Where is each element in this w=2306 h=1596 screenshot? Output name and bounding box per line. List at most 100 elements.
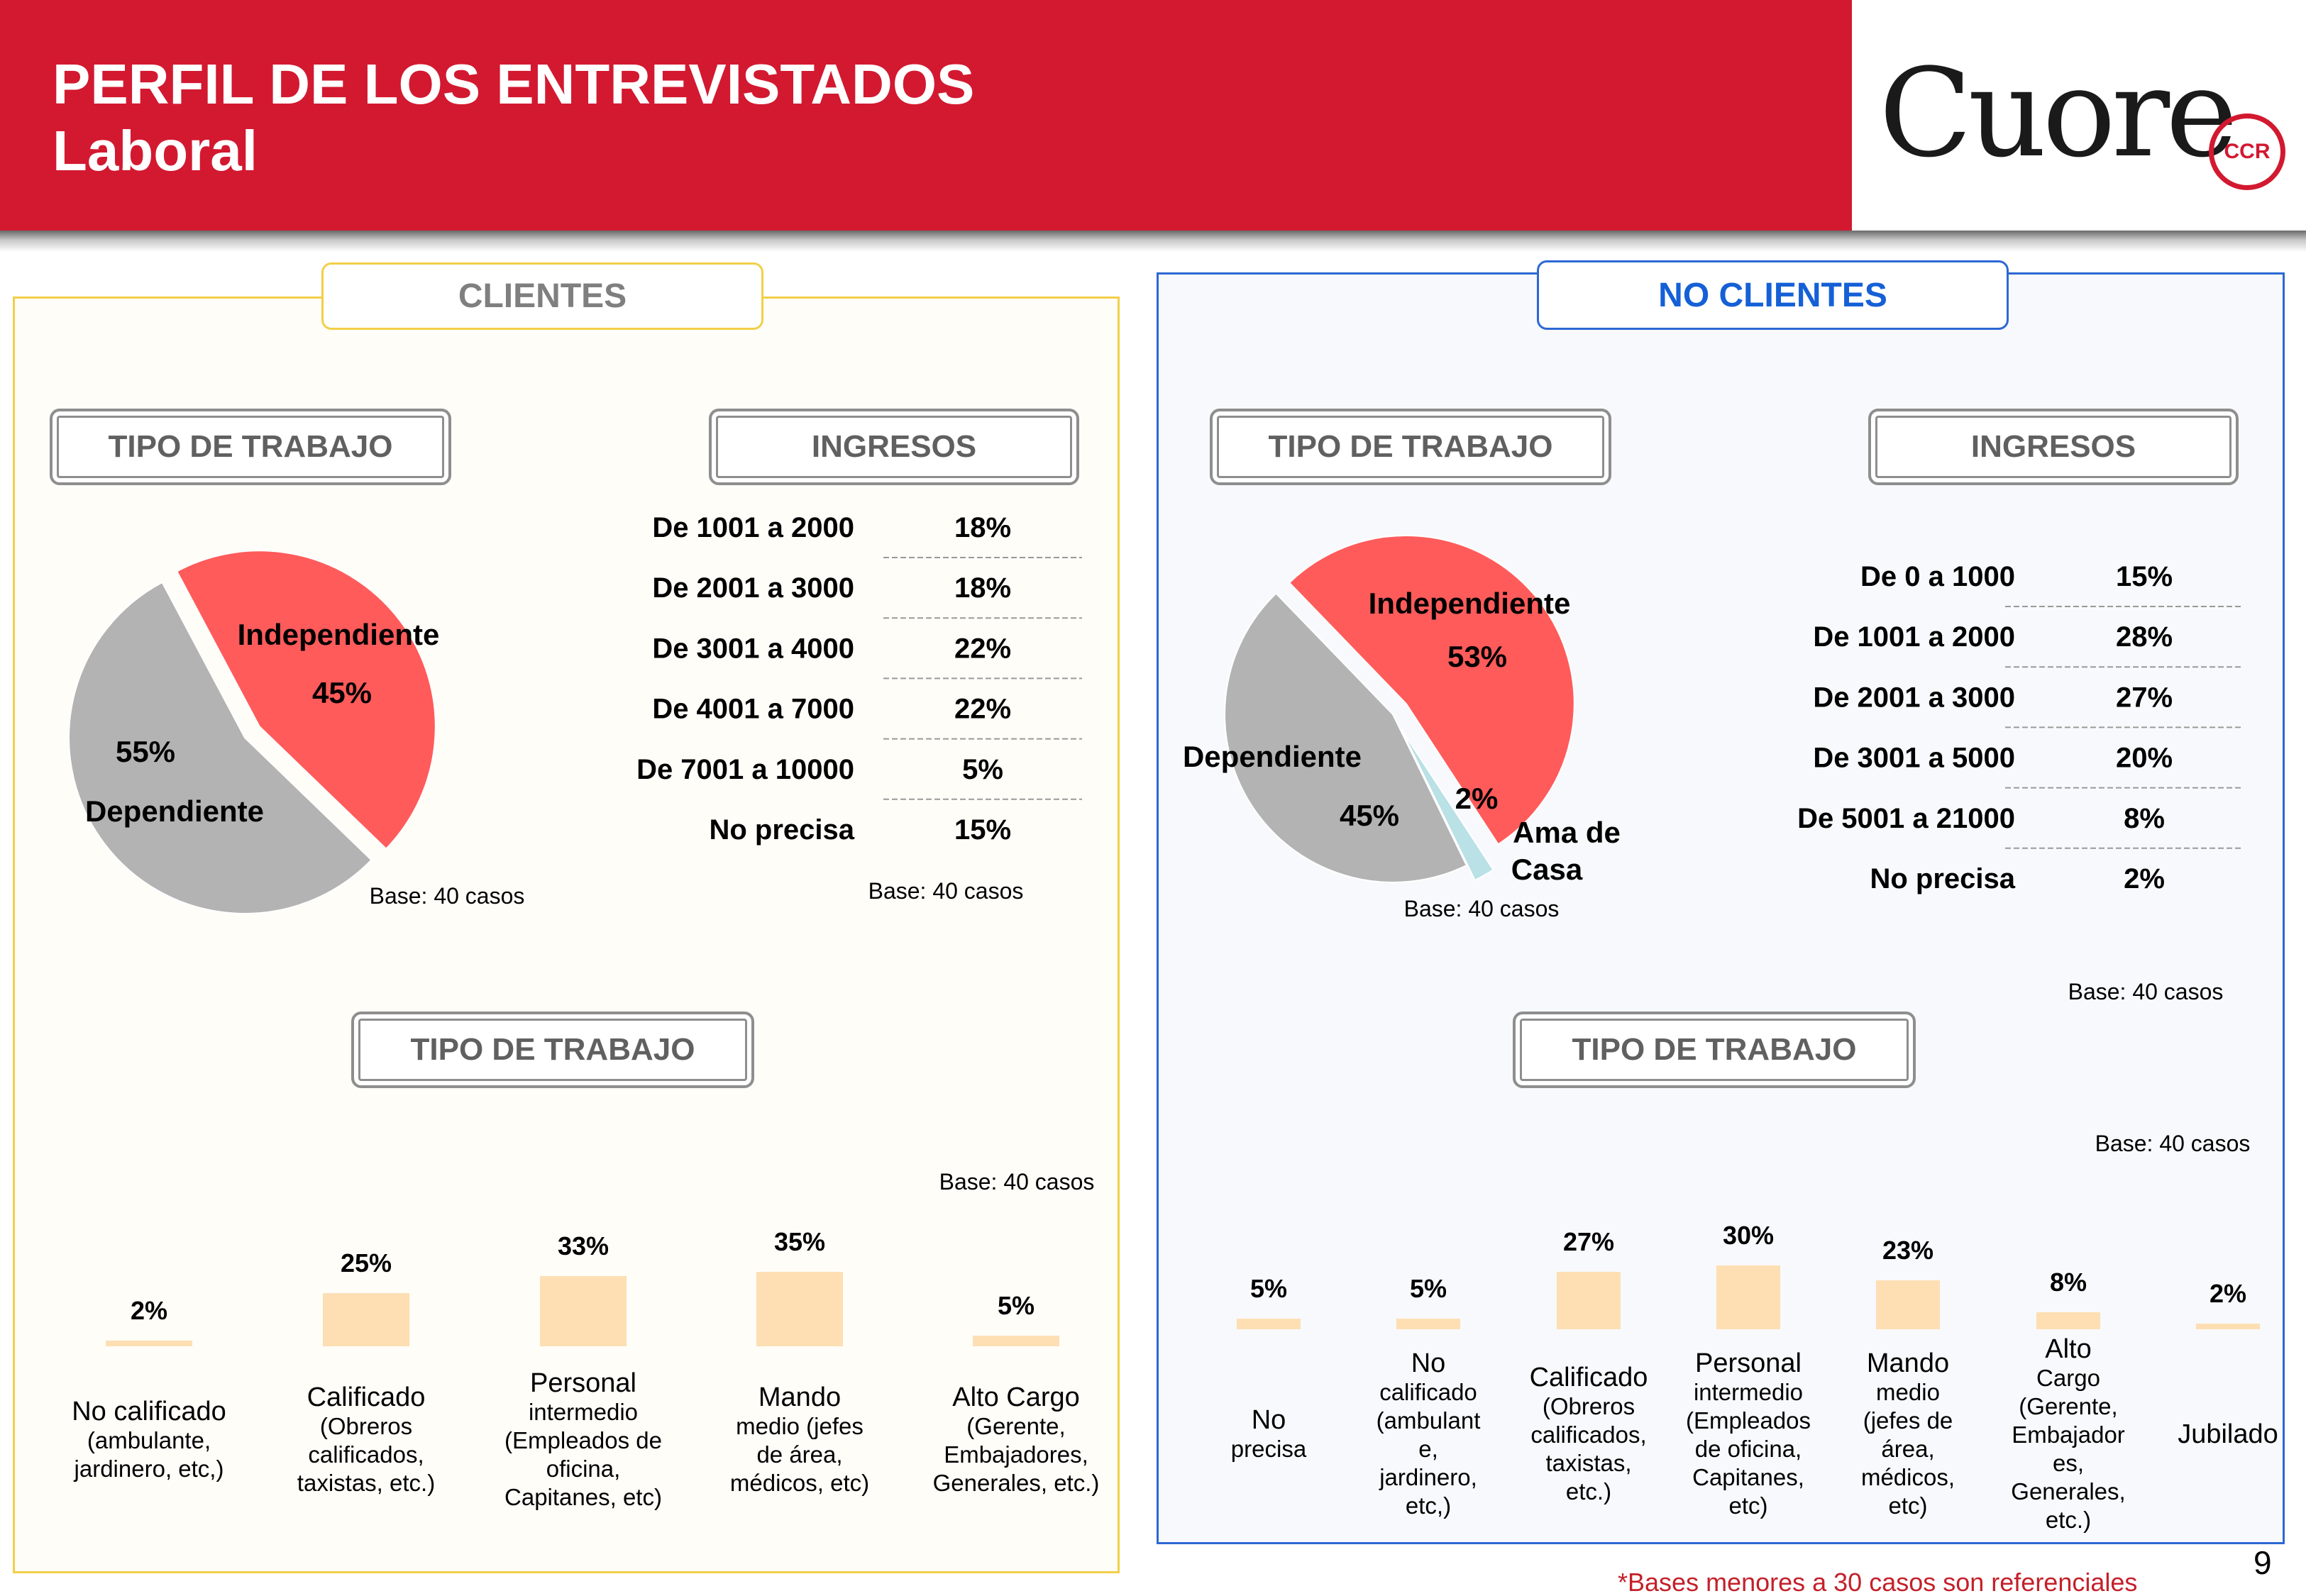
pie-label-ama-de-casa-line2: Casa xyxy=(1511,853,1583,886)
bar-category-label: Personal xyxy=(1695,1348,1802,1378)
pie-value-independiente-nc: 53% xyxy=(1447,640,1507,673)
bar-category-label: etc) xyxy=(1728,1492,1767,1519)
bar-3 xyxy=(1557,1272,1621,1329)
ingresos-row-value: 18% xyxy=(954,572,1011,604)
bar-value-label: 35% xyxy=(774,1227,825,1256)
bar-category-label: Generales, etc.) xyxy=(933,1470,1100,1496)
pie-label-dependiente: Dependiente xyxy=(85,794,264,828)
bar-category-label: taxistas, xyxy=(1545,1450,1631,1476)
ingresos-row-range: De 2001 a 3000 xyxy=(652,572,854,604)
bar-3 xyxy=(540,1276,627,1346)
bar-category-label: es, xyxy=(2053,1450,2084,1476)
bar-category-label: jardinero, xyxy=(1379,1464,1477,1490)
ingresos-row-value: 15% xyxy=(2116,561,2173,592)
pie-label-independiente-nc: Independiente xyxy=(1369,587,1571,620)
tab-no-clientes: NO CLIENTES xyxy=(1537,260,2009,330)
pie-value-ama-de-casa: 2% xyxy=(1455,782,1499,815)
bar-category-label: Mando xyxy=(758,1382,841,1412)
ingresos-row-range: De 2001 a 3000 xyxy=(1813,682,2015,713)
page-title-line1: PERFIL DE LOS ENTREVISTADOS xyxy=(53,52,975,116)
bar-1 xyxy=(106,1341,192,1346)
pie-base-no-clientes: Base: 40 casos xyxy=(1404,896,1560,921)
pie-value-dependiente: 55% xyxy=(116,735,175,768)
pie-label-dependiente-nc: Dependiente xyxy=(1183,740,1362,773)
ingresos-row-range: De 5001 a 21000 xyxy=(1797,803,2015,834)
bar-value-label: 23% xyxy=(1882,1236,1933,1265)
ingresos-row-range: De 0 a 1000 xyxy=(1860,561,2015,592)
bar-value-label: 30% xyxy=(1723,1221,1774,1250)
bar-category-label: (Gerente, xyxy=(966,1413,1065,1439)
bar-category-label: (Obreros xyxy=(1543,1393,1635,1419)
bar-category-label: (Obreros xyxy=(320,1413,412,1439)
bar-category-label: Generales, xyxy=(2011,1478,2125,1504)
bar-category-label: jardinero, etc,) xyxy=(74,1456,224,1482)
ingresos-row-value: 22% xyxy=(954,694,1011,725)
bar-category-label: Embajador xyxy=(2012,1422,2125,1448)
ingresos-row-range: De 7001 a 10000 xyxy=(636,754,854,785)
bar-value-label: 33% xyxy=(558,1231,609,1260)
no-clientes-ingresos-label: INGRESOS xyxy=(1868,409,2239,485)
bar-category-label: Capitanes, xyxy=(1692,1464,1804,1490)
logo-seal-icon: CCR xyxy=(2209,113,2285,190)
bar-category-label: Cargo xyxy=(2036,1365,2100,1391)
ingresos-row-value: 18% xyxy=(954,512,1011,543)
header-banner: PERFIL DE LOS ENTREVISTADOS Laboral xyxy=(0,0,1852,231)
bar-category-label: Mando xyxy=(1867,1348,1949,1378)
bar-category-label: calificado xyxy=(1379,1379,1477,1405)
page-title: PERFIL DE LOS ENTREVISTADOS Laboral xyxy=(53,51,974,184)
header-shadow xyxy=(0,231,2306,252)
bar-1 xyxy=(1237,1319,1301,1329)
bar-7 xyxy=(2196,1324,2260,1329)
clientes-panel xyxy=(13,297,1120,1573)
bar-category-label: etc,) xyxy=(1406,1492,1451,1519)
bar-2 xyxy=(1396,1319,1460,1329)
bar-5 xyxy=(1876,1280,1940,1329)
ingresos-row-range: De 3001 a 5000 xyxy=(1813,743,2015,774)
bar-category-label: Alto Cargo xyxy=(952,1382,1080,1412)
pie-base-clientes: Base: 40 casos xyxy=(370,883,525,909)
bar-category-label: etc.) xyxy=(2046,1507,2091,1533)
bar-value-label: 2% xyxy=(131,1296,167,1325)
ingresos-row-range: No precisa xyxy=(709,814,854,846)
logo-wordmark: Cuore xyxy=(1879,42,2238,184)
ingresos-row-range: De 1001 a 2000 xyxy=(652,512,854,543)
bar-6 xyxy=(2036,1312,2100,1329)
bar-value-label: 5% xyxy=(1250,1274,1287,1303)
pie-value-dependiente-nc: 45% xyxy=(1340,799,1399,832)
bar-value-label: 2% xyxy=(2210,1279,2246,1308)
ingresos-row-value: 8% xyxy=(2124,803,2165,834)
bar-category-label: Capitanes, etc) xyxy=(504,1484,662,1510)
bar-category-label: Jubilado xyxy=(2178,1419,2278,1449)
bar-4 xyxy=(756,1272,843,1346)
bar-4 xyxy=(1716,1265,1780,1329)
ingresos-row-range: De 4001 a 7000 xyxy=(652,694,854,725)
pie-slice-dependiente xyxy=(1224,592,1468,883)
no-clientes-tipo-trabajo-bar-label: TIPO DE TRABAJO xyxy=(1513,1012,1916,1088)
cuore-logo: Cuore CCR xyxy=(1879,50,2285,190)
tab-clientes: CLIENTES xyxy=(321,262,763,330)
bar-category-label: médicos, etc) xyxy=(730,1470,869,1496)
bar-5 xyxy=(973,1336,1059,1346)
bar-category-label: Alto xyxy=(2045,1334,2091,1364)
ingresos-row-value: 15% xyxy=(954,814,1011,846)
ingresos-row-range: De 3001 a 4000 xyxy=(652,633,854,664)
bar-value-label: 5% xyxy=(1410,1274,1447,1303)
clientes-tipo-trabajo-bar-label: TIPO DE TRABAJO xyxy=(351,1012,754,1088)
bar-value-label: 8% xyxy=(2050,1268,2087,1297)
bar-category-label: etc) xyxy=(1888,1492,1927,1519)
pie-label-ama-de-casa-line1: Ama de xyxy=(1513,816,1621,849)
bar-category-label: Calificado xyxy=(1530,1363,1648,1392)
bar-base-clientes: Base: 40 casos xyxy=(939,1169,1095,1195)
bar-category-label: Calificado xyxy=(307,1382,426,1412)
bar-category-label: intermedio xyxy=(1694,1379,1803,1405)
bar-category-label: medio xyxy=(1876,1379,1940,1405)
bar-category-label: etc.) xyxy=(1566,1478,1611,1504)
pie-value-independiente: 45% xyxy=(312,676,372,709)
pie-slice-ama-de-casa xyxy=(1400,728,1494,882)
bar-value-label: 25% xyxy=(341,1248,392,1278)
ingresos-row-value: 28% xyxy=(2116,621,2173,653)
pie-slice-independiente xyxy=(1288,535,1575,846)
pie-slice-dependiente xyxy=(68,581,373,914)
bar-base-no-clientes: Base: 40 casos xyxy=(2095,1131,2251,1156)
